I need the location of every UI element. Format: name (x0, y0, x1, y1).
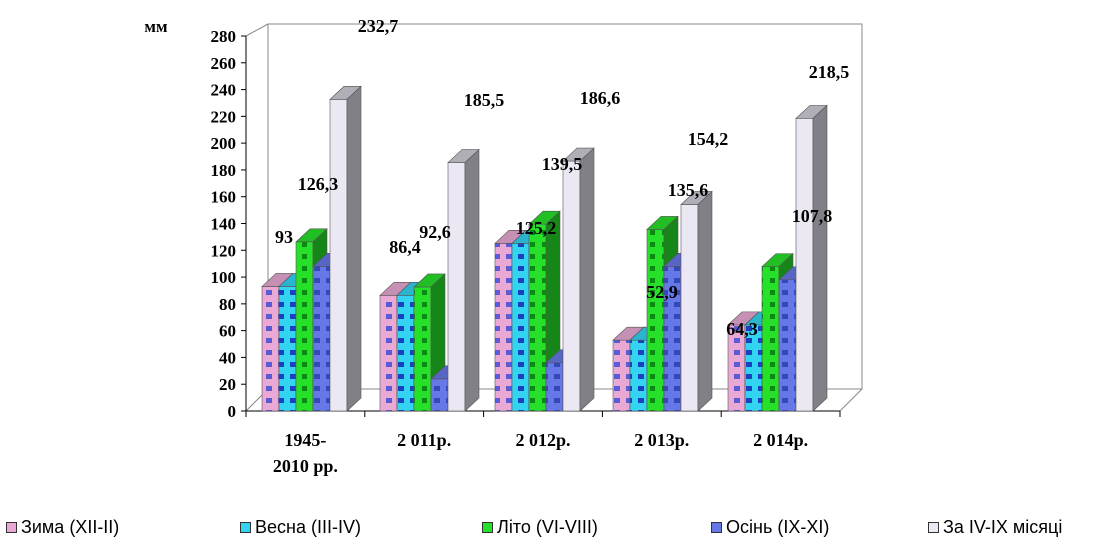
y-tick-label: 220 (211, 107, 237, 126)
x-tick-label: 2 011р. (397, 430, 451, 450)
y-tick-label: 100 (211, 268, 237, 287)
y-axis-label: мм (144, 17, 168, 36)
bar-3-5 (761, 266, 780, 412)
bar-5-5 (795, 118, 814, 412)
data-label: 92,6 (419, 222, 451, 242)
bar-4-2 (430, 378, 449, 412)
bar-5-3 (562, 160, 581, 412)
y-tick-label: 280 (211, 27, 237, 46)
data-label: 52,9 (646, 282, 678, 302)
bar-2-2 (396, 294, 415, 412)
data-label: 125,2 (516, 218, 557, 238)
data-label: 135,6 (668, 180, 709, 200)
y-tick-label: 140 (211, 215, 237, 234)
x-tick-label: 2010 рр. (273, 456, 338, 476)
y-tick-label: 160 (211, 188, 237, 207)
legend-item: Осінь (IX-XI) (711, 517, 829, 538)
y-tick-label: 180 (211, 161, 237, 180)
data-label: 218,5 (809, 62, 850, 82)
legend-label: Весна (III-IV) (255, 517, 361, 537)
bar-4-5 (778, 279, 797, 412)
legend-label: Літо (VI-VIII) (497, 517, 598, 537)
legend-item: Літо (VI-VIII) (482, 517, 598, 538)
y-tick-label: 240 (211, 81, 237, 100)
legend-label: Осінь (IX-XI) (726, 517, 830, 537)
data-label: 186,6 (580, 88, 621, 108)
x-tick-label: 2 012р. (515, 430, 570, 450)
y-tick-label: 0 (228, 402, 237, 421)
data-label: 185,5 (464, 90, 505, 110)
data-label: 93 (275, 227, 293, 247)
bar-1-1 (261, 286, 280, 412)
legend-swatch (711, 522, 722, 533)
bar-3-2 (413, 286, 432, 412)
bar-2-3 (511, 243, 530, 412)
floor-edge-right (839, 388, 863, 412)
bar-side (464, 148, 480, 412)
data-label: 107,8 (792, 206, 833, 226)
bar-side (346, 85, 362, 412)
bar-5-2 (447, 162, 466, 412)
data-label: 232,7 (358, 16, 399, 36)
bar-3-1 (295, 241, 314, 412)
bar-1-2 (379, 294, 398, 412)
legend: Зима (XII-II) Весна (III-IV) Літо (VI-VIII… (0, 507, 1111, 547)
bar-side (697, 190, 713, 412)
y-tick-label: 60 (219, 322, 236, 341)
y-tick-label: 20 (219, 375, 236, 394)
bar-5-1 (329, 99, 348, 412)
bar-side (579, 147, 595, 412)
bar-1-3 (494, 243, 513, 412)
bar-side (812, 104, 828, 412)
bar-4-3 (545, 362, 564, 412)
x-tick-label: 1945- (284, 430, 326, 450)
bar-3-4 (646, 229, 665, 412)
data-label: 139,5 (542, 154, 583, 174)
bar-5-4 (680, 204, 699, 412)
chart: 0 20 40 60 80 100 120 140 160 180 200 220 240 260 280 м… (144, 16, 863, 476)
y-tick-label: 200 (211, 134, 237, 153)
data-label: 154,2 (688, 129, 729, 149)
legend-swatch (928, 522, 939, 533)
bar-2-1 (278, 286, 297, 412)
legend-item: Зима (XII-II) (6, 517, 119, 538)
data-label: 64,3 (726, 319, 758, 339)
bar-1-4 (612, 339, 631, 412)
bar-4-1 (312, 266, 331, 412)
legend-item: Весна (III-IV) (240, 517, 361, 538)
legend-swatch (240, 522, 251, 533)
y-tick-label: 40 (219, 348, 236, 367)
x-tick-label: 2 013р. (634, 430, 689, 450)
bar-3-3 (528, 223, 547, 412)
legend-swatch (482, 522, 493, 533)
legend-label: За IV-IX місяці (943, 517, 1063, 537)
legend-item: За IV-IX місяці (928, 517, 1062, 538)
y-tick-label: 80 (219, 295, 236, 314)
bar-2-4 (629, 339, 648, 412)
legend-swatch (6, 522, 17, 533)
data-label: 126,3 (298, 174, 339, 194)
data-label: 86,4 (389, 237, 421, 257)
y-tick-label: 260 (211, 54, 237, 73)
wall-edge (245, 23, 269, 37)
y-tick-label: 120 (211, 241, 237, 260)
x-tick-label: 2 014р. (753, 430, 808, 450)
legend-label: Зима (XII-II) (21, 517, 120, 537)
